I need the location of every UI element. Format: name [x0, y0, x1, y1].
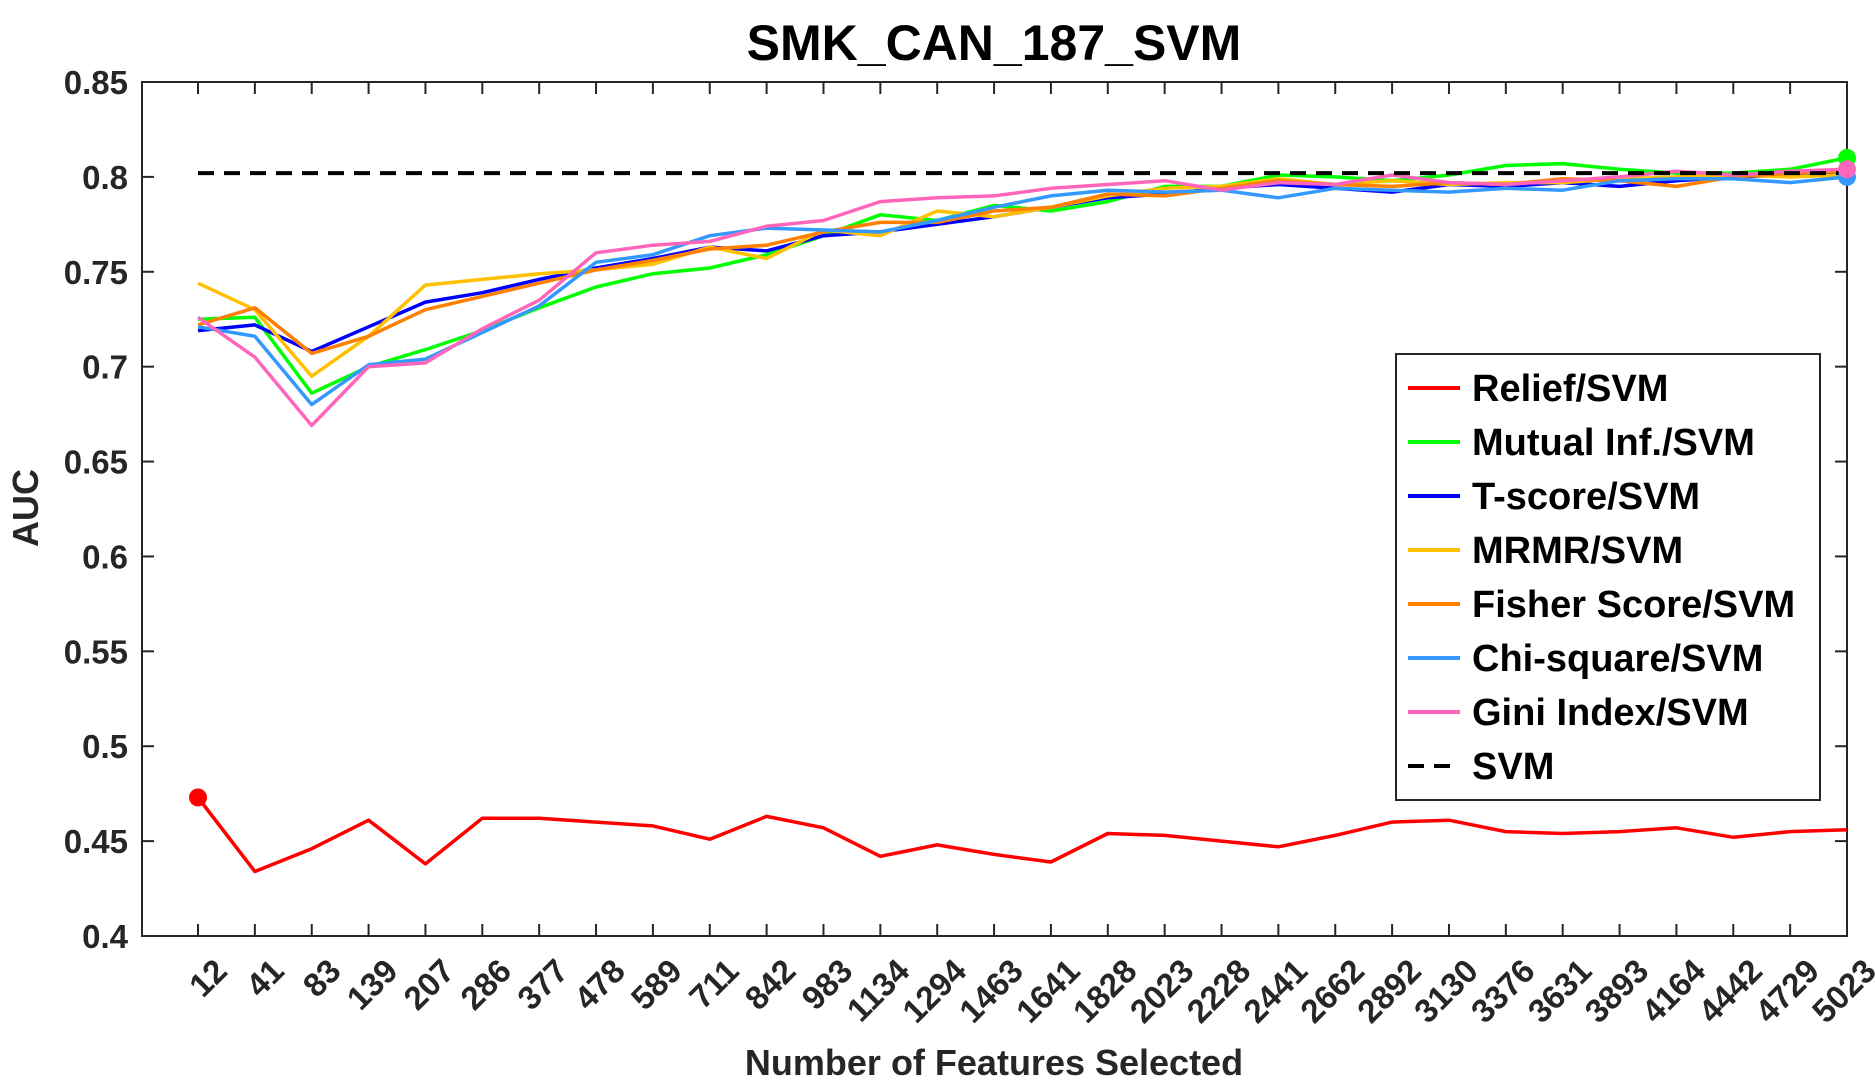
series-line-6 [196, 167, 1848, 428]
x-tick-label: 2023 [1122, 952, 1200, 1030]
x-tick-label: 1294 [895, 951, 974, 1030]
x-tick-label: 478 [567, 952, 632, 1017]
y-tick-label: 0.4 [82, 918, 129, 955]
x-tick-label: 5023 [1805, 952, 1875, 1030]
x-tick-label: 41 [239, 952, 291, 1004]
x-tick-label: 3893 [1577, 952, 1655, 1030]
x-tick-label: 3376 [1464, 952, 1542, 1030]
x-tick-label: 12 [182, 952, 234, 1004]
x-tick-label: 3130 [1407, 952, 1485, 1030]
series-line-4 [197, 169, 1848, 356]
x-tick-label: 589 [624, 952, 689, 1017]
x-tick-label: 2662 [1293, 952, 1371, 1030]
x-tick-label: 377 [510, 952, 575, 1017]
legend-label-4: Fisher Score/SVM [1472, 584, 1795, 626]
x-tick-label: 4164 [1634, 951, 1713, 1030]
x-tick-label: 4729 [1748, 952, 1826, 1030]
y-tick-label: 0.5 [82, 728, 128, 765]
legend-label-0: Relief/SVM [1472, 368, 1668, 410]
x-tick-label: 711 [682, 952, 746, 1016]
x-tick-label: 207 [396, 952, 461, 1017]
x-tick-label: 2228 [1179, 952, 1257, 1030]
x-tick-label: 4442 [1691, 952, 1769, 1030]
legend-label-3: MRMR/SVM [1472, 530, 1683, 572]
legend-label-6: Gini Index/SVM [1472, 692, 1749, 734]
legend-label-2: T-score/SVM [1472, 476, 1700, 518]
legend-label-7: SVM [1472, 746, 1554, 788]
legend-label-5: Chi-square/SVM [1472, 638, 1763, 680]
x-tick-label: 286 [453, 952, 518, 1017]
y-tick-label: 0.45 [64, 823, 128, 860]
y-tick-label: 0.6 [82, 538, 128, 575]
x-tick-label: 2892 [1350, 952, 1428, 1030]
x-tick-label: 3631 [1521, 952, 1599, 1030]
x-axis-label: Number of Features Selected [745, 1042, 1243, 1083]
x-tick-label: 139 [339, 952, 404, 1017]
y-tick-label: 0.75 [64, 254, 128, 291]
x-tick-label: 1134 [839, 951, 916, 1028]
y-tick-label: 0.65 [64, 444, 128, 481]
y-tick-label: 0.7 [82, 349, 128, 386]
y-tick-label: 0.55 [64, 633, 128, 670]
legend-label-1: Mutual Inf./SVM [1472, 422, 1755, 464]
y-tick-label: 0.8 [82, 159, 128, 196]
y-axis-label: AUC [5, 469, 46, 547]
x-tick-label: 2441 [1236, 952, 1314, 1030]
x-tick-label: 1641 [1009, 952, 1087, 1030]
legend-box [1395, 353, 1821, 801]
series-line-3 [197, 173, 1848, 378]
x-tick-label: 83 [296, 952, 348, 1004]
x-tick-label: 1463 [952, 952, 1030, 1030]
x-tick-label: 1828 [1066, 952, 1144, 1030]
series-marker-6 [1838, 160, 1856, 179]
series-marker-0 [189, 788, 207, 807]
y-tick-label: 0.85 [64, 64, 128, 101]
chart-title: SMK_CAN_187_SVM [747, 15, 1242, 71]
x-tick-label: 842 [737, 952, 802, 1017]
series-line-5 [197, 175, 1848, 407]
series-line-0 [196, 796, 1848, 874]
